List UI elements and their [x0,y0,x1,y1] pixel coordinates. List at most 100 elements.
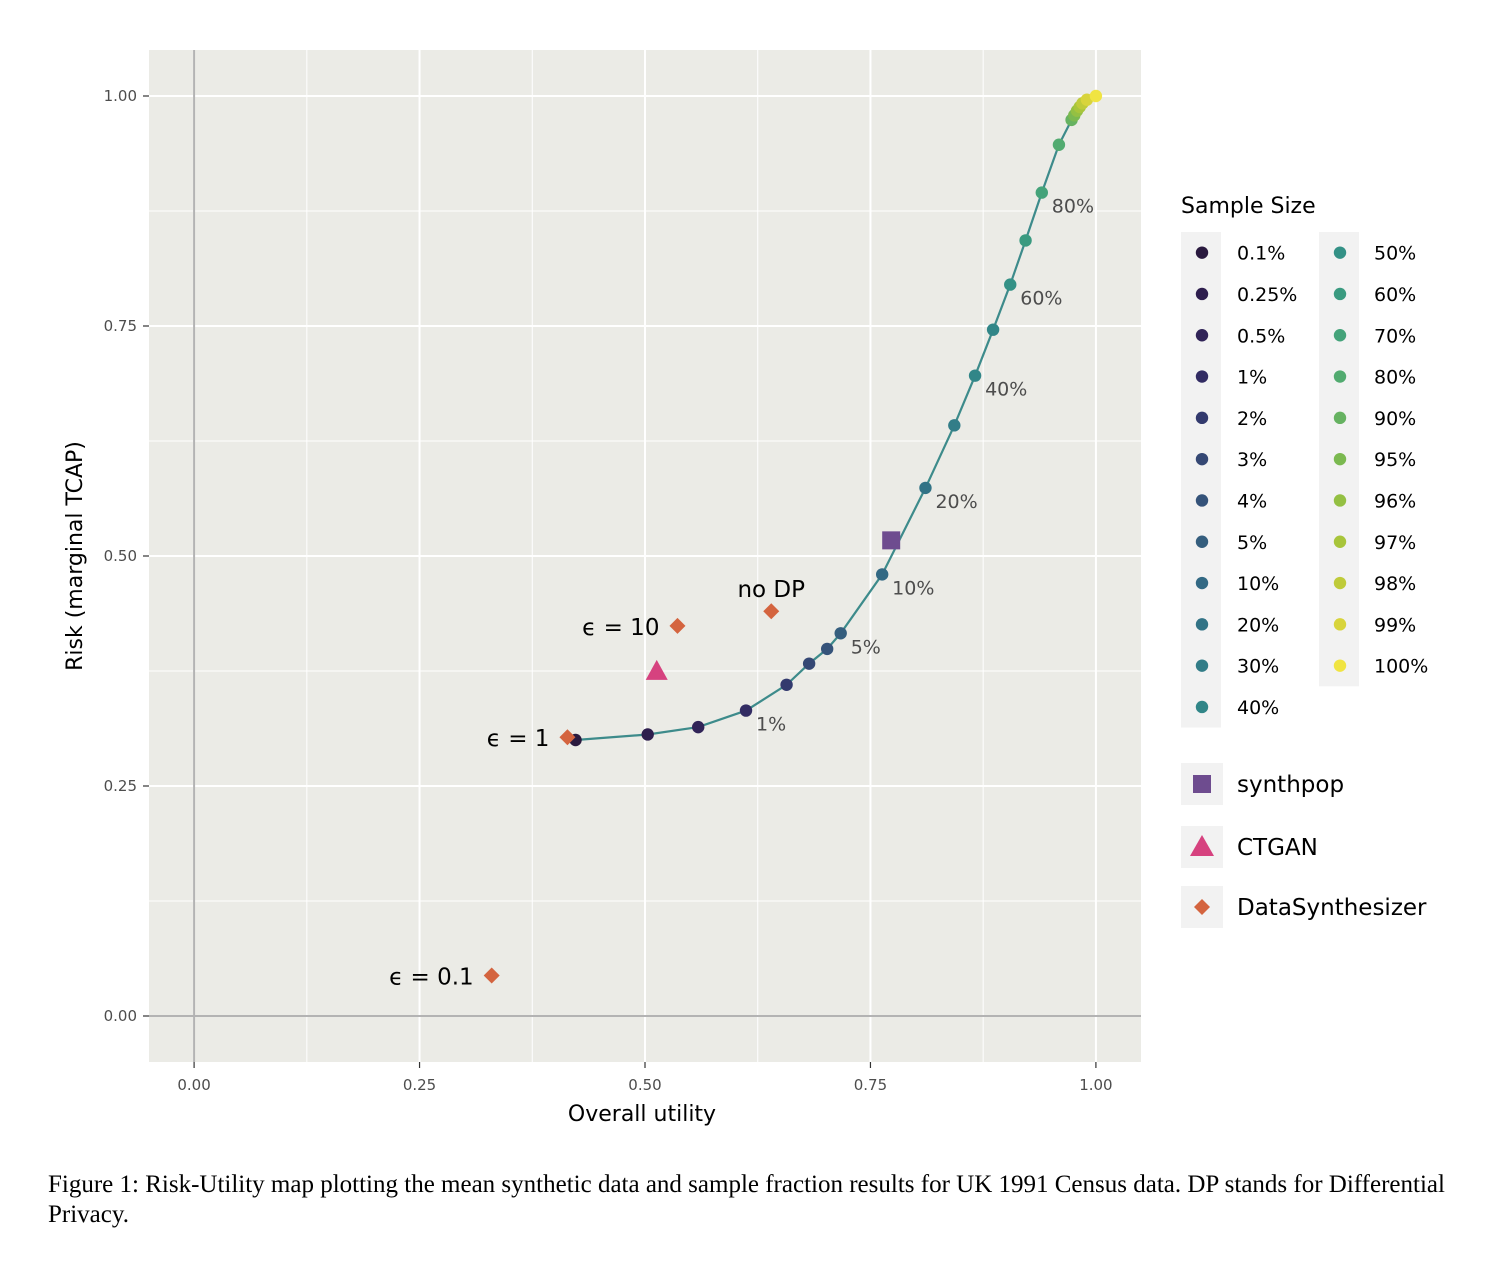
legend-datasynthesizer-key [1194,899,1210,915]
sample-annotation: 60% [1020,288,1062,310]
legend-synthpop-key [1193,775,1211,793]
sample-annotation: 1% [756,714,786,736]
method-points: ϵ = 0.1 ϵ = 1 ϵ = 10 no DP [389,531,901,991]
datasynthesizer-point [483,967,500,984]
legend-label: 4% [1237,490,1267,512]
sample-point [1019,234,1032,247]
datasynthesizer-label: no DP [737,577,805,603]
sample-point [1089,89,1103,103]
sample-annotation: 10% [892,577,934,599]
figure-caption: Figure 1: Risk-Utility map plotting the … [48,1171,1445,1228]
risk-utility-chart: 0.00 0.25 0.50 0.75 1.00 0.00 0.25 0.50 0.75 1.0… [63,50,1428,1127]
legend-label: 50% [1374,243,1416,265]
zero-axis-lines [149,50,1141,1062]
x-tick-label: 0.50 [628,1076,661,1094]
datasynthesizer-point [763,603,780,620]
legend-key [1195,535,1209,548]
y-tick-label: 0.25 [104,777,137,795]
sample-point [739,704,753,717]
legend-label: 97% [1374,532,1416,554]
y-tick-label: 0.75 [104,317,137,335]
legend-key [1333,329,1347,342]
legend-key [1333,618,1347,631]
sample-point [1004,278,1017,291]
legend-label: 0.5% [1237,325,1285,347]
sample-point [834,627,847,640]
sample-annotation: 80% [1052,196,1094,218]
datasynthesizer-label: ϵ = 0.1 [389,965,474,991]
legend-label: 60% [1374,284,1416,306]
datasynthesizer-label: ϵ = 1 [487,726,550,752]
legend-key [1195,576,1209,590]
sample-point [986,323,1000,336]
legend-key [1195,494,1209,507]
y-axis-title: Risk (marginal TCAP) [63,441,88,671]
legend-key [1333,246,1347,259]
sample-size-points [569,89,1103,747]
legend-label: 10% [1237,573,1279,595]
y-tick-label: 0.00 [104,1007,137,1025]
legend-label: 95% [1374,449,1416,471]
legend-key [1195,246,1209,259]
sample-size-annotations: 1% 5% 10% 20% 40% 60% 80% [756,196,1094,736]
sample-point [820,642,834,656]
legend-key [1195,329,1209,342]
x-tick-label: 1.00 [1079,1076,1112,1094]
sample-point [641,728,654,741]
y-axis-ticks: 0.00 0.25 0.50 0.75 1.00 [104,87,149,1025]
sample-point [802,657,816,670]
legend-key [1195,700,1209,714]
datasynthesizer-point [669,617,686,634]
y-tick-label: 1.00 [104,87,137,105]
sample-annotation: 5% [851,636,881,658]
legend-label: 30% [1237,656,1279,678]
sample-point [1052,138,1066,151]
datasynthesizer-point [559,729,576,746]
legend-label: 70% [1374,325,1416,347]
sample-point [875,568,889,581]
legend-label: 99% [1374,614,1416,636]
legend-key [1195,452,1209,466]
legend-ctgan-key [1190,835,1214,856]
x-axis-ticks: 0.00 0.25 0.50 0.75 1.00 [177,1062,1113,1094]
legend-method-label: CTGAN [1237,835,1318,861]
legend-key [1333,576,1347,590]
legend-key [1333,370,1347,383]
x-tick-label: 0.75 [854,1076,887,1094]
sample-point [948,419,961,432]
sample-annotation: 20% [935,491,977,513]
legend-key [1333,659,1347,672]
sample-point [780,678,793,691]
legend-label: 100% [1374,656,1428,678]
sample-point [1035,186,1049,199]
legend-key [1333,411,1347,425]
sample-annotation: 40% [985,379,1027,401]
legend-label: 1% [1237,367,1267,389]
legend-method-label: DataSynthesizer [1237,895,1427,921]
x-tick-label: 0.00 [177,1076,210,1094]
x-tick-label: 0.25 [403,1076,436,1094]
legend-key [1195,370,1209,383]
legend-key [1333,494,1347,507]
legend-label: 98% [1374,573,1416,595]
legend-label: 20% [1237,614,1279,636]
legend-key [1333,452,1347,466]
legend-label: 2% [1237,408,1267,430]
legend-label: 5% [1237,532,1267,554]
synthpop-point [882,531,901,550]
legend-key [1195,618,1209,631]
datasynthesizer-label: ϵ = 10 [582,615,659,641]
ctgan-point [645,659,668,680]
legend-method-label: synthpop [1237,772,1344,798]
y-tick-label: 0.50 [104,547,137,565]
legend-label: 0.1% [1237,243,1285,265]
sample-point [692,720,705,734]
legend: Sample Size 0.1% 0.25% 0.5% 1% 2% 3% 4% 5% 10% 20%… [1181,194,1428,928]
legend-label: 96% [1374,490,1416,512]
legend-key [1333,287,1347,301]
legend-key [1195,659,1209,672]
legend-keys-bg-col1 [1181,232,1221,728]
x-axis-title: Overall utility [568,1102,716,1127]
legend-label: 40% [1237,697,1279,719]
legend-label: 90% [1374,408,1416,430]
